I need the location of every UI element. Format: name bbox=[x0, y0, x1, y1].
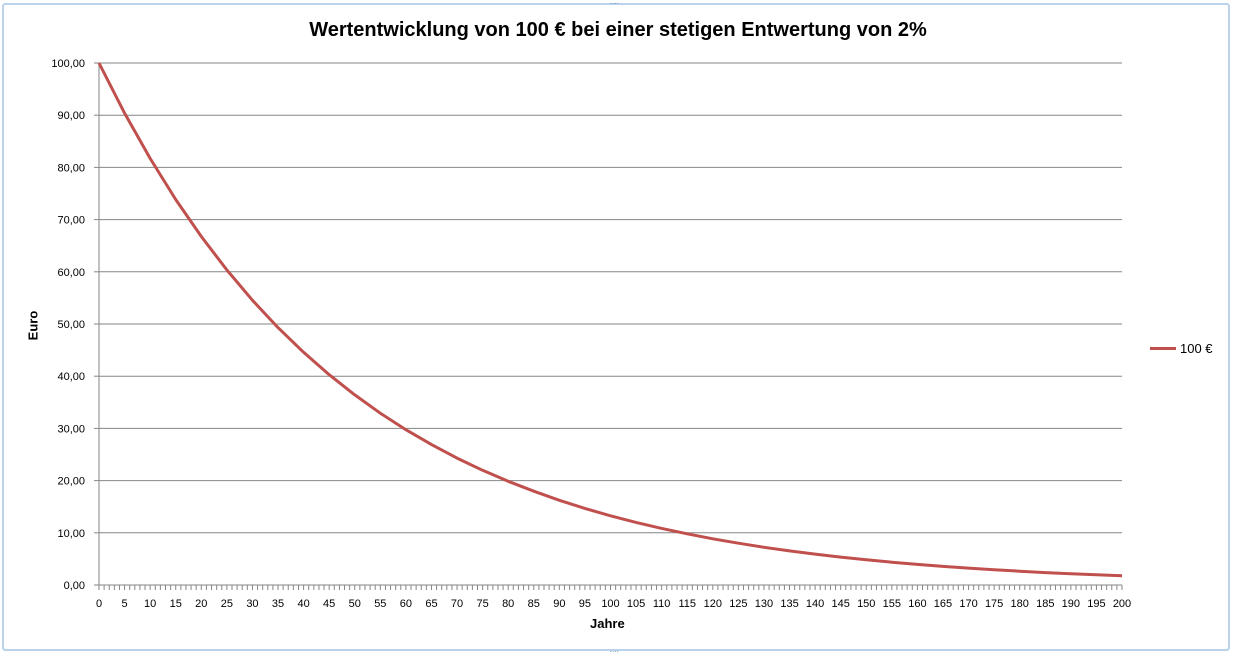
y-tick-label: 20,00 bbox=[57, 476, 85, 488]
resize-handle-bottom[interactable]: ···· bbox=[609, 646, 619, 657]
x-tick-label: 25 bbox=[221, 598, 233, 610]
x-tick-label: 140 bbox=[806, 598, 824, 610]
x-tick-label: 145 bbox=[831, 598, 849, 610]
x-tick-label: 95 bbox=[579, 598, 591, 610]
x-tick-label: 130 bbox=[755, 598, 773, 610]
x-tick-label: 170 bbox=[959, 598, 977, 610]
x-tick-label: 20 bbox=[195, 598, 207, 610]
legend-label: 100 € bbox=[1180, 341, 1213, 356]
x-tick-label: 165 bbox=[934, 598, 952, 610]
y-tick-label: 40,00 bbox=[57, 371, 85, 383]
y-tick-label: 50,00 bbox=[57, 319, 85, 331]
x-tick-label: 125 bbox=[729, 598, 747, 610]
x-tick-label: 0 bbox=[96, 598, 102, 610]
resize-handle-top[interactable]: ···· bbox=[609, 0, 619, 9]
y-tick-label: 70,00 bbox=[57, 215, 85, 227]
legend-swatch bbox=[1150, 347, 1176, 350]
x-tick-label: 175 bbox=[985, 598, 1003, 610]
chart-title: Wertentwicklung von 100 € bei einer stet… bbox=[309, 19, 927, 41]
x-tick-label: 110 bbox=[653, 598, 671, 610]
y-tick-label: 60,00 bbox=[57, 267, 85, 279]
x-tick-label: 65 bbox=[425, 598, 437, 610]
x-tick-label: 80 bbox=[502, 598, 514, 610]
x-tick-label: 15 bbox=[170, 598, 182, 610]
y-tick-label: 90,00 bbox=[57, 110, 85, 122]
x-tick-label: 185 bbox=[1036, 598, 1054, 610]
x-tick-label: 120 bbox=[704, 598, 722, 610]
x-tick-label: 70 bbox=[451, 598, 463, 610]
x-tick-label: 45 bbox=[323, 598, 335, 610]
x-tick-label: 105 bbox=[627, 598, 645, 610]
x-tick-label: 60 bbox=[400, 598, 412, 610]
x-tick-label: 10 bbox=[144, 598, 156, 610]
series-line bbox=[97, 62, 1123, 578]
x-tick-label: 180 bbox=[1011, 598, 1029, 610]
x-tick-label: 30 bbox=[246, 598, 258, 610]
x-tick-label: 190 bbox=[1062, 598, 1080, 610]
x-tick-label: 135 bbox=[780, 598, 798, 610]
x-tick-label: 40 bbox=[297, 598, 309, 610]
x-tick-label: 55 bbox=[374, 598, 386, 610]
x-tick-label: 50 bbox=[349, 598, 361, 610]
x-tick-label: 115 bbox=[678, 598, 696, 610]
x-axis-label: Jahre bbox=[590, 616, 625, 631]
x-tick-label: 160 bbox=[908, 598, 926, 610]
y-tick-label: 80,00 bbox=[57, 162, 85, 174]
x-tick-label: 90 bbox=[553, 598, 565, 610]
y-tick-label: 0,00 bbox=[64, 580, 85, 592]
legend: 100 € bbox=[1150, 341, 1213, 356]
y-tick-label: 100,00 bbox=[51, 58, 85, 70]
x-tick-label: 195 bbox=[1087, 598, 1105, 610]
x-tick-label: 150 bbox=[857, 598, 875, 610]
x-tick-label: 5 bbox=[122, 598, 128, 610]
x-tick-label: 75 bbox=[477, 598, 489, 610]
y-tick-label: 10,00 bbox=[57, 528, 85, 540]
x-tick-label: 85 bbox=[528, 598, 540, 610]
chart-frame[interactable] bbox=[2, 3, 1230, 651]
y-tick-label: 30,00 bbox=[57, 423, 85, 435]
x-tick-label: 200 bbox=[1113, 598, 1131, 610]
x-tick-label: 100 bbox=[601, 598, 619, 610]
x-tick-label: 35 bbox=[272, 598, 284, 610]
x-tick-label: 155 bbox=[883, 598, 901, 610]
